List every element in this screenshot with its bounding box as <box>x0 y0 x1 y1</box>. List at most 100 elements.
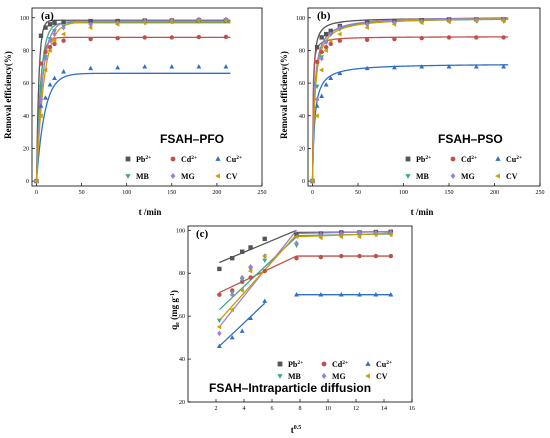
panel-a-fit-line-5 <box>37 22 231 181</box>
panel-a-xtick-label: 100 <box>122 190 131 196</box>
legend-a-label-0: Pb2+ <box>136 155 151 164</box>
panel-c-point-1 <box>357 254 361 258</box>
legend-a-label-1: Cd2+ <box>181 155 197 164</box>
panel-c-point-1 <box>389 254 393 258</box>
panel-a-xtick-label: 150 <box>167 190 176 196</box>
panel-c-xtick-label: 16 <box>409 406 415 412</box>
panel-a-point-5 <box>61 32 65 37</box>
legend-b-label-text-3: MB <box>416 172 430 181</box>
panel-c-segment-2-0 <box>219 303 264 346</box>
legend-a-label-text-1: Cd <box>181 155 192 164</box>
legend-c-marker-0 <box>278 362 283 367</box>
panel-a-point-2 <box>169 64 174 68</box>
legend-b-label-sup-0: 2+ <box>425 155 431 161</box>
panel-c-point-0 <box>217 267 221 271</box>
legend-c-label-text-4: MG <box>332 372 346 381</box>
legend-b-label-1: Cd2+ <box>461 155 477 164</box>
legend-b-label-sup-1: 2+ <box>471 155 477 161</box>
legend-a-label-2: Cu2+ <box>226 155 242 164</box>
panel-b-xtick-label: 50 <box>355 190 361 196</box>
legend-a-marker-3 <box>125 174 130 179</box>
panel-a-point-1 <box>39 61 43 65</box>
panel-c-ytick-label: 40 <box>179 357 185 363</box>
panel-a-point-0 <box>43 25 47 29</box>
panel-c-ytick-label: 60 <box>179 314 185 320</box>
legend-b-label-sup-2: 2+ <box>516 155 522 161</box>
panel-c-segment-5-0 <box>219 235 296 321</box>
panel-a-xtick-label: 0 <box>35 190 38 196</box>
panel-b-point-1 <box>392 37 396 41</box>
panel-a-fit-line-3 <box>37 23 231 181</box>
panel-c-xlabel-sup: 0.5 <box>294 425 302 431</box>
panel-a-point-2 <box>224 64 229 68</box>
panel-a-point-2 <box>48 82 53 86</box>
panel-c-xtick-label: 2 <box>215 406 218 412</box>
panel-b-xtick-label: 100 <box>399 190 408 196</box>
panel-a-label: (a) <box>41 10 54 22</box>
panel-c-label: (c) <box>196 228 209 240</box>
panel-b-ytick-label: 80 <box>299 48 305 54</box>
panel-c-segment-1-0 <box>219 256 296 292</box>
legend-a-marker-5 <box>215 173 220 178</box>
legend-b-label-text-1: Cd <box>461 155 472 164</box>
legend-b-marker-2 <box>495 156 500 161</box>
panel-a-point-1 <box>61 38 65 42</box>
panel-a-point-1 <box>43 50 47 54</box>
panel-c-xtick-label: 4 <box>243 406 246 412</box>
panel-c-ylabel-unit-end: ) <box>169 290 179 293</box>
legend-c-label-text-3: MB <box>288 372 302 381</box>
legend-a-label-text-3: MB <box>136 172 150 181</box>
panel-a-ytick-label: 40 <box>23 114 29 120</box>
panel-a-point-2 <box>196 64 201 68</box>
legend-c-marker-5 <box>365 373 370 378</box>
panel-b-label: (b) <box>317 10 331 22</box>
panel-a-point-1 <box>143 35 147 39</box>
legend-b-label-5: CV <box>506 172 518 181</box>
legend-b-marker-3 <box>405 174 410 179</box>
panel-c-point-5 <box>217 324 221 329</box>
panel-c-segment-4-0 <box>219 230 296 327</box>
legend-b-marker-0 <box>406 157 411 162</box>
panel-a-point-0 <box>61 20 65 24</box>
panel-b-ytick-label: 60 <box>299 81 305 87</box>
legend-a-label-sup-1: 2+ <box>191 155 197 161</box>
panel-b-point-5 <box>337 32 341 37</box>
panel-a-ytick-label: 0 <box>26 179 29 185</box>
legend-a-label-3: MB <box>136 172 150 181</box>
panel-b-xtick-label: 200 <box>490 190 499 196</box>
panel-a-ytick-label: 80 <box>23 48 29 54</box>
panel-c-point-4 <box>217 331 221 337</box>
legend-a-label-sup-0: 2+ <box>145 155 151 161</box>
legend-a-marker-0 <box>126 157 131 162</box>
panel-a-point-2 <box>52 76 57 80</box>
panel-c-point-0 <box>240 250 244 254</box>
panel-b-xlabel: t /min <box>411 207 434 217</box>
panel-b-point-2 <box>324 82 329 86</box>
panel-a-legend: Pb2+ Cd2+ Cu2+MB MG CV <box>125 155 242 181</box>
panel-a-point-2 <box>88 66 93 70</box>
panel-b-point-1 <box>319 50 323 54</box>
panel-b-ytick-label: 0 <box>302 179 305 185</box>
panel-b-point-0 <box>315 45 319 49</box>
panel-a-point-1 <box>115 36 119 40</box>
legend-b-label-3: MB <box>416 172 430 181</box>
panel-b-plot: 0 50 100 150 200 250 0 20 40 60 80 100 <box>296 8 545 196</box>
panel-b-fit-line-2 <box>313 65 509 181</box>
panel-b-legend: Pb2+ Cd2+ Cu2+MB MG CV <box>405 155 522 181</box>
legend-c-label-sup-2: 2+ <box>386 360 392 366</box>
legend-c-label-3: MB <box>288 372 302 381</box>
legend-c-label-sup-0: 2+ <box>297 360 303 366</box>
panel-c-point-1 <box>217 292 221 296</box>
legend-c-label-5: CV <box>376 372 388 381</box>
panel-a-point-0 <box>48 22 52 26</box>
panel-c-xlabel: t0.5 <box>291 425 302 435</box>
panel-c-point-1 <box>263 269 267 273</box>
legend-b-label-2: Cu2+ <box>506 155 522 164</box>
panel-a-ylabel: Removal efficiency(%) <box>3 51 13 139</box>
panel-c-point-2 <box>240 329 245 333</box>
panel-a-ytick-label: 20 <box>23 146 29 152</box>
legend-c-label-text-2: Cu <box>376 360 387 369</box>
panel-a-point-1 <box>170 35 174 39</box>
panel-a-fit-line-2 <box>37 73 231 181</box>
